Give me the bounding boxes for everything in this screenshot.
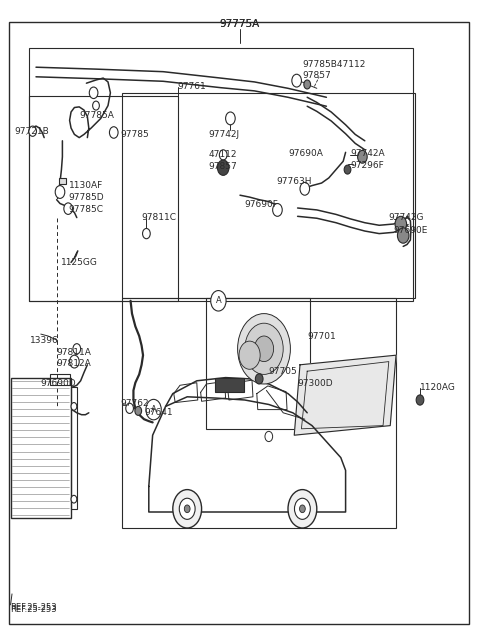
Text: 97761: 97761 (178, 82, 206, 91)
Text: 1120AG: 1120AG (420, 383, 456, 392)
Text: 97812A: 97812A (57, 359, 91, 368)
Text: 13396: 13396 (30, 336, 59, 345)
Circle shape (273, 204, 282, 216)
Text: 97742J: 97742J (209, 130, 240, 139)
Text: 97811C: 97811C (141, 213, 176, 222)
Circle shape (143, 228, 150, 239)
Text: 97690F: 97690F (245, 200, 279, 209)
Text: 97690D: 97690D (41, 380, 76, 388)
Circle shape (173, 490, 202, 528)
Circle shape (304, 80, 311, 89)
Circle shape (288, 490, 317, 528)
Circle shape (238, 314, 290, 384)
Circle shape (135, 406, 142, 415)
Circle shape (55, 186, 65, 198)
Text: 97785: 97785 (120, 130, 149, 139)
Circle shape (64, 203, 72, 214)
Circle shape (184, 505, 190, 513)
Circle shape (180, 498, 195, 520)
Bar (29, 48, 413, 301)
Text: 97742A: 97742A (350, 149, 385, 158)
Text: 97690E: 97690E (394, 226, 428, 235)
Circle shape (89, 87, 98, 99)
Circle shape (211, 291, 226, 311)
Text: 97775A: 97775A (220, 19, 260, 29)
Circle shape (93, 101, 99, 110)
Circle shape (416, 395, 424, 405)
Text: 97300D: 97300D (298, 380, 333, 388)
Circle shape (292, 74, 301, 87)
Text: 97762: 97762 (120, 399, 149, 408)
Polygon shape (294, 355, 396, 435)
Circle shape (294, 498, 310, 520)
Circle shape (70, 355, 79, 368)
Circle shape (73, 344, 81, 354)
Text: 97690A: 97690A (288, 149, 323, 158)
Text: A: A (216, 296, 221, 305)
Text: 97785B47112: 97785B47112 (302, 60, 366, 68)
Text: 97296F: 97296F (350, 161, 384, 170)
Circle shape (397, 228, 409, 243)
Text: 97857: 97857 (302, 71, 331, 80)
Circle shape (109, 127, 118, 138)
Bar (206, 298, 310, 429)
Text: 97763H: 97763H (276, 177, 312, 186)
Circle shape (146, 399, 161, 420)
Circle shape (217, 160, 229, 175)
Bar (215, 378, 244, 392)
Circle shape (254, 336, 274, 362)
Circle shape (71, 403, 77, 410)
Bar (122, 298, 396, 528)
Bar (29, 96, 178, 301)
Text: A: A (151, 405, 156, 414)
Circle shape (219, 150, 227, 160)
Bar (59, 178, 66, 184)
Text: 97701: 97701 (307, 332, 336, 340)
Circle shape (300, 505, 305, 513)
Text: 97785D: 97785D (69, 193, 104, 202)
Text: 97775A: 97775A (220, 19, 260, 29)
Text: 97742G: 97742G (389, 213, 424, 222)
Circle shape (255, 374, 263, 384)
Circle shape (300, 182, 310, 195)
Text: 97811A: 97811A (57, 348, 92, 356)
Circle shape (71, 495, 77, 503)
Text: REF.25-253: REF.25-253 (11, 605, 57, 614)
Circle shape (226, 112, 235, 125)
Circle shape (358, 150, 367, 163)
Bar (11, 378, 71, 518)
Text: 1130AF: 1130AF (69, 181, 103, 190)
Text: 1125GG: 1125GG (61, 258, 98, 267)
Bar (50, 374, 70, 385)
Circle shape (265, 431, 273, 442)
Text: 97721B: 97721B (14, 127, 49, 136)
Text: REF.25-253: REF.25-253 (11, 604, 57, 612)
Text: 97705: 97705 (269, 367, 298, 376)
Circle shape (395, 216, 407, 232)
Circle shape (344, 165, 351, 174)
Text: 97641: 97641 (144, 408, 173, 417)
Bar (71, 387, 77, 509)
Text: 97785C: 97785C (69, 205, 104, 214)
Circle shape (245, 323, 283, 374)
Text: 97857: 97857 (209, 162, 238, 171)
Bar (122, 93, 415, 298)
Circle shape (29, 126, 36, 136)
Text: 47112: 47112 (209, 150, 237, 159)
Text: 97785A: 97785A (79, 111, 114, 120)
Circle shape (239, 341, 260, 369)
Circle shape (126, 403, 133, 413)
